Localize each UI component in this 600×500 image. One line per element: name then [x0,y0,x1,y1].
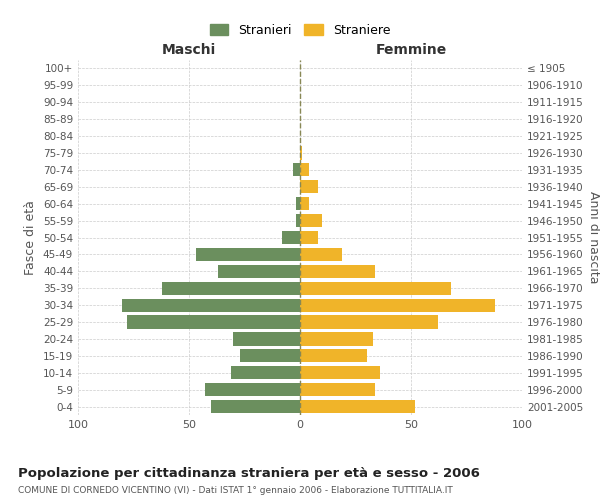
Y-axis label: Anni di nascita: Anni di nascita [587,191,600,284]
Bar [300,298,496,312]
Text: Femmine: Femmine [376,44,446,58]
Y-axis label: Fasce di età: Fasce di età [25,200,37,275]
Bar [163,282,300,295]
Legend: Stranieri, Straniere: Stranieri, Straniere [206,20,394,40]
Bar [240,349,300,362]
Bar [300,146,302,160]
Bar [300,197,309,210]
Bar [293,164,300,176]
Bar [300,180,318,194]
Bar [196,248,300,261]
Bar [296,214,300,227]
Bar [231,366,300,380]
Bar [300,264,376,278]
Bar [300,282,451,295]
Bar [300,248,342,261]
Bar [218,264,300,278]
Bar [300,400,415,413]
Bar [233,332,300,345]
Bar [122,298,300,312]
Bar [300,332,373,345]
Text: Maschi: Maschi [162,44,216,58]
Text: Popolazione per cittadinanza straniera per età e sesso - 2006: Popolazione per cittadinanza straniera p… [18,468,480,480]
Bar [211,400,300,413]
Bar [300,164,309,176]
Bar [282,231,300,244]
Bar [300,349,367,362]
Bar [300,316,437,328]
Bar [300,231,318,244]
Text: COMUNE DI CORNEDO VICENTINO (VI) - Dati ISTAT 1° gennaio 2006 - Elaborazione TUT: COMUNE DI CORNEDO VICENTINO (VI) - Dati … [18,486,453,495]
Bar [205,383,300,396]
Bar [127,316,300,328]
Bar [300,383,376,396]
Bar [300,366,380,380]
Bar [300,214,322,227]
Bar [296,197,300,210]
